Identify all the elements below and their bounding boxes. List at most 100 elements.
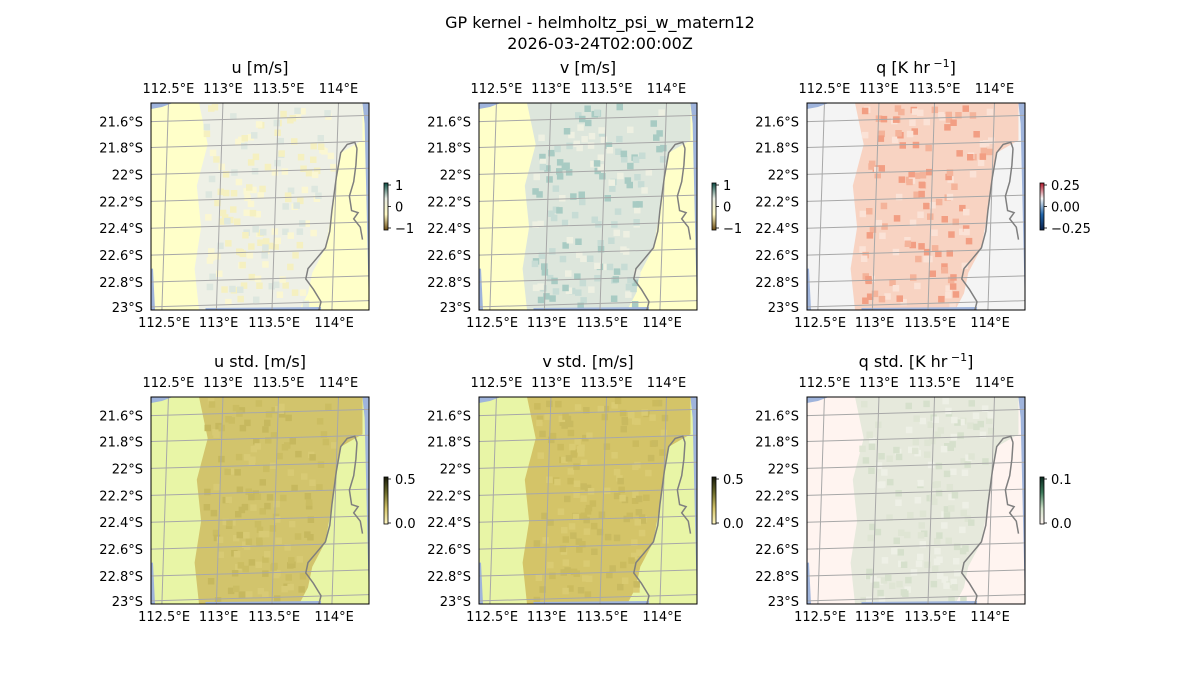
data-pixel (934, 431, 941, 438)
data-pixel (660, 429, 668, 437)
lat-tick: 22.8°S (755, 276, 799, 291)
data-pixel (535, 574, 543, 581)
data-pixel (953, 543, 961, 551)
gridline-lat (807, 248, 1025, 256)
data-pixel (566, 142, 573, 150)
data-pixel (576, 546, 583, 553)
gridline-lat (151, 434, 369, 443)
data-pixel (272, 243, 279, 250)
data-pixel (631, 539, 638, 546)
lon-tick-top: 113.5°E (581, 376, 633, 391)
data-pixel (948, 493, 955, 501)
map-panel-4: u std. [m/s] 112.5°E 112.5°E 113°E 113°E 113.… (99, 352, 415, 625)
lon-tick-bottom: 113°E (855, 610, 895, 625)
data-pixel (549, 572, 556, 580)
data-pixel (573, 463, 580, 470)
lon-tick-top: 114°E (647, 82, 687, 97)
lon-tick-top: 113.5°E (253, 82, 305, 97)
data-pixel (945, 291, 952, 299)
gridline-lon (599, 103, 608, 310)
data-pixel (919, 417, 926, 425)
data-pixel (274, 159, 281, 167)
land-edge (1018, 103, 1025, 310)
data-pixel (643, 494, 650, 501)
data-pixel (588, 286, 595, 293)
data-pixel (866, 232, 874, 239)
data-pixel (544, 165, 551, 172)
data-pixel (255, 561, 262, 569)
data-pixel (311, 185, 318, 193)
colorbar-tick-label: 0.5 (395, 473, 416, 488)
data-pixel (273, 500, 280, 508)
data-pixel (265, 437, 272, 444)
gridline-lon (331, 397, 339, 604)
data-pixel (299, 289, 307, 296)
data-pixel (594, 109, 601, 116)
data-pixel (911, 108, 919, 115)
data-pixel (583, 528, 591, 535)
data-pixel (866, 596, 873, 604)
lat-tick: 22.2°S (427, 489, 471, 504)
colorbar (711, 476, 717, 525)
data-pixel (213, 156, 220, 163)
data-pixel (285, 414, 292, 422)
gridline-lon (489, 397, 497, 604)
colorbar-tick-label: −0.25 (1051, 222, 1091, 237)
data-pixel (551, 277, 558, 285)
data-pixel (876, 578, 884, 585)
data-pixel (621, 577, 629, 584)
data-pixel (893, 446, 900, 454)
lon-tick-bottom: 114°E (642, 316, 682, 331)
data-pixel (934, 547, 941, 555)
data-pixel (570, 451, 577, 458)
data-pixel (879, 232, 886, 240)
lon-tick-top: 113°E (859, 376, 899, 391)
data-pixel (634, 418, 641, 425)
data-pixel (946, 483, 954, 491)
map-body (151, 103, 369, 310)
data-pixel (892, 285, 900, 292)
data-pixel (620, 425, 627, 433)
data-pixel (236, 531, 243, 539)
data-pixel (262, 556, 269, 563)
data-pixel (310, 156, 317, 163)
gridline-lon (271, 397, 280, 604)
data-pixel (232, 404, 240, 412)
data-pixel (222, 518, 229, 526)
data-pixel (919, 172, 927, 179)
data-pixel (264, 419, 271, 427)
data-pixel (959, 547, 967, 555)
data-pixel (309, 479, 316, 486)
data-pixel (559, 255, 567, 263)
gridline-lon (871, 397, 880, 604)
data-pixel (297, 197, 304, 205)
gridline-lat (479, 594, 697, 602)
data-pixel (576, 446, 584, 453)
data-pixel (264, 502, 271, 510)
data-pixel (968, 400, 975, 407)
data-pixel (923, 400, 930, 408)
colorbar (1039, 182, 1045, 231)
map-panel-3: q [K hr −1] 112.5°E 112.5°E 113°E 113°E 113.5… (755, 57, 1091, 331)
data-pixel (565, 169, 573, 176)
data-pixel (625, 283, 633, 291)
lat-tick: 22.4°S (427, 516, 471, 531)
data-pixel (943, 582, 950, 589)
data-pixel (546, 476, 553, 483)
data-pixel (257, 192, 264, 199)
data-pixel (598, 127, 605, 134)
data-pixel (964, 515, 972, 522)
data-pixel (878, 596, 886, 603)
data-pixel (208, 105, 215, 112)
data-pixel (958, 418, 965, 426)
data-pixel (936, 556, 943, 563)
data-pixel (861, 400, 868, 408)
data-pixel (578, 450, 585, 457)
data-pixel (532, 221, 539, 228)
data-pixel (904, 586, 911, 593)
data-pixel (550, 214, 558, 222)
data-pixel (866, 568, 873, 576)
lat-tick: 23°S (112, 301, 143, 316)
data-pixel (561, 219, 569, 227)
data-pixel (317, 461, 325, 468)
